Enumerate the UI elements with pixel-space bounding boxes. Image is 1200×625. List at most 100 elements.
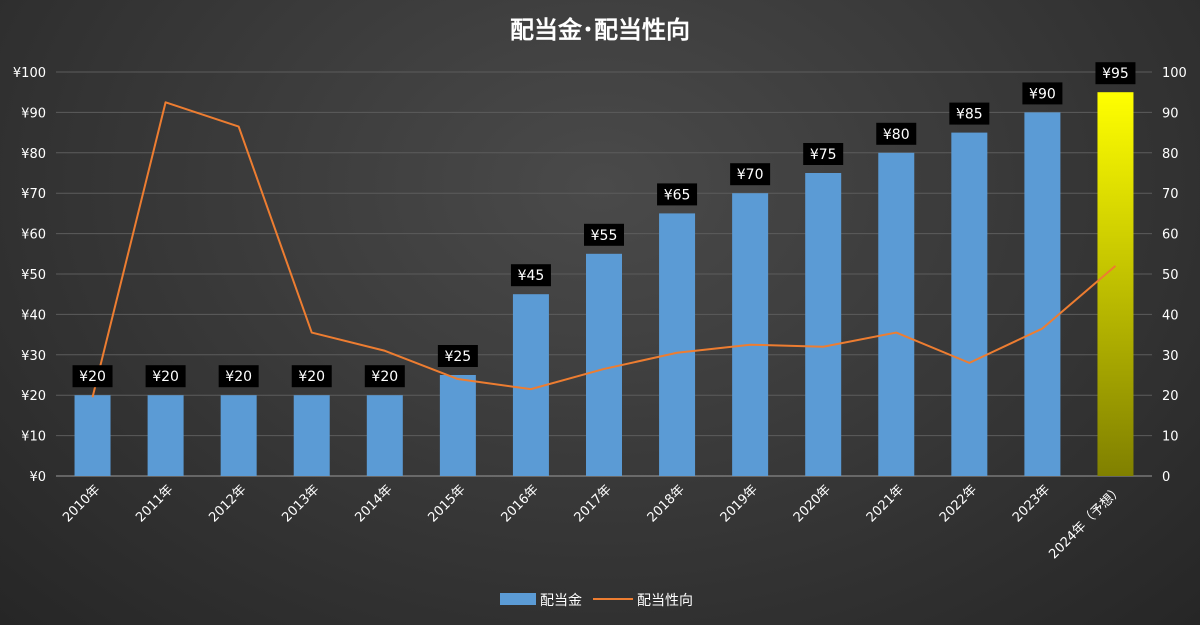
data-label-text: ¥20 [371, 369, 398, 385]
left-tick-label: ¥10 [21, 430, 46, 445]
data-label-box [510, 264, 551, 287]
data-label: ¥20 [145, 365, 186, 388]
right-tick-label: 100 [1162, 66, 1187, 81]
bar [586, 253, 622, 476]
left-tick-label: ¥40 [21, 308, 46, 323]
bar [878, 152, 915, 477]
left-tick-label: ¥0 [29, 470, 46, 485]
data-label-text: ¥20 [298, 369, 325, 385]
right-tick-label: 80 [1162, 147, 1179, 162]
bar [293, 395, 330, 476]
bar [1024, 112, 1061, 477]
data-label: ¥65 [657, 183, 698, 206]
left-tick-label: ¥30 [21, 349, 46, 364]
bar [951, 132, 988, 476]
legend-label-payout-ratio: 配当性向 [637, 593, 693, 609]
data-label-box [218, 365, 259, 388]
bar-data-labels: ¥20 ¥20 ¥20 ¥20 ¥20 ¥25 ¥45 ¥55 ¥65 ¥70 ¥75 ¥80 ¥85 ¥… [72, 62, 1136, 388]
x-tick-label: 2018年 [645, 482, 688, 525]
right-tick-label: 60 [1162, 228, 1179, 243]
right-tick-label: 70 [1162, 187, 1179, 202]
bar [220, 395, 257, 476]
data-label-text: ¥85 [956, 107, 983, 123]
right-tick-label: 30 [1162, 349, 1179, 364]
bar [659, 213, 696, 476]
data-label-box [876, 122, 917, 145]
x-tick-label: 2012年 [206, 482, 249, 525]
data-label: ¥95 [1095, 62, 1136, 85]
x-tick-label: 2015年 [425, 482, 468, 525]
x-tick-label: 2017年 [572, 482, 615, 525]
data-label-box [1022, 82, 1063, 105]
data-label: ¥75 [803, 143, 844, 165]
bar [74, 395, 111, 476]
data-label-text: ¥80 [883, 127, 910, 143]
right-axis-ticks: 0 10 20 30 40 50 60 70 80 90 100 [1162, 66, 1187, 485]
left-tick-label: ¥60 [21, 228, 46, 243]
data-label-box [657, 183, 698, 206]
data-label: ¥80 [876, 122, 917, 145]
data-label-box [730, 163, 771, 186]
legend-label-dividend: 配当金 [540, 593, 582, 609]
data-label-box [803, 143, 844, 165]
bar-forecast [1097, 92, 1134, 476]
data-label-text: ¥45 [518, 268, 545, 284]
right-tick-label: 40 [1162, 308, 1179, 323]
bar [805, 173, 842, 476]
bar [147, 395, 184, 476]
x-tick-label: 2014年 [352, 482, 395, 525]
data-label-text: ¥90 [1029, 86, 1056, 102]
data-label-box [437, 345, 478, 367]
bar [366, 395, 403, 476]
x-tick-label: 2023年 [1010, 482, 1053, 525]
data-label-box [364, 365, 405, 388]
bar [439, 375, 476, 476]
data-label: ¥70 [730, 163, 771, 186]
legend-swatch-dividend [500, 593, 536, 605]
data-label-box [72, 365, 113, 388]
bar [732, 193, 769, 476]
x-tick-label: 2020年 [791, 482, 834, 525]
data-label: ¥20 [72, 365, 113, 388]
data-label-text: ¥25 [444, 349, 471, 365]
x-tick-label: 2016年 [499, 482, 542, 525]
x-tick-label: 2011年 [133, 482, 176, 525]
data-label: ¥55 [584, 223, 624, 246]
left-tick-label: ¥50 [21, 268, 46, 283]
data-label-box [584, 223, 624, 246]
chart-title: 配当金･配当性向 [510, 16, 690, 44]
data-label-text: ¥75 [810, 147, 837, 163]
left-tick-label: ¥100 [13, 66, 46, 81]
data-label-text: ¥55 [591, 228, 618, 244]
left-tick-label: ¥20 [21, 389, 46, 404]
data-label: ¥20 [364, 365, 405, 388]
dividend-bars [74, 92, 1134, 477]
data-label-text: ¥95 [1102, 66, 1129, 82]
x-tick-label: 2013年 [279, 482, 322, 525]
data-label: ¥20 [218, 365, 259, 388]
data-label-text: ¥20 [152, 369, 179, 385]
data-label-text: ¥70 [737, 167, 764, 183]
data-label: ¥25 [437, 345, 478, 367]
data-label-text: ¥20 [79, 369, 106, 385]
data-label-box [145, 365, 186, 388]
x-tick-label: 2021年 [864, 482, 907, 525]
data-label-text: ¥20 [225, 369, 252, 385]
legend: 配当金 配当性向 [500, 593, 693, 609]
right-tick-label: 0 [1162, 470, 1170, 485]
x-tick-label: 2024年（予想） [1046, 482, 1127, 563]
data-label-text: ¥65 [664, 187, 691, 203]
x-tick-label: 2010年 [60, 482, 103, 525]
payout-ratio-line [91, 101, 1117, 398]
data-label: ¥20 [291, 365, 332, 388]
right-tick-label: 50 [1162, 268, 1179, 283]
x-axis-ticks: 2010年 2011年 2012年 2013年 2014年 2015年 2016年 2017年… [60, 482, 1126, 563]
x-tick-label: 2022年 [937, 482, 980, 525]
left-axis-ticks: ¥0 ¥10 ¥20 ¥30 ¥40 ¥50 ¥60 ¥70 ¥80 ¥90 ¥100 [13, 66, 46, 485]
data-label: ¥90 [1022, 82, 1063, 105]
left-tick-label: ¥90 [21, 106, 46, 121]
data-label: ¥45 [510, 264, 551, 287]
data-label-box [291, 365, 332, 388]
right-tick-label: 20 [1162, 389, 1179, 404]
